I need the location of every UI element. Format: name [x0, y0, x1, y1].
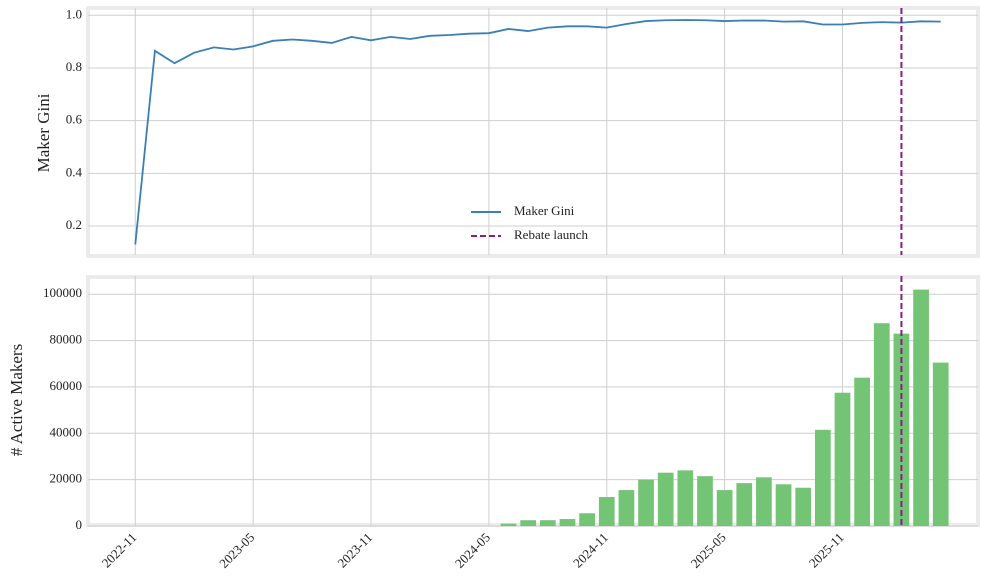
- x-tick-label: 2022-11: [99, 530, 140, 571]
- x-tick-label: 2025-05: [688, 530, 729, 571]
- bar: [913, 289, 929, 526]
- bar: [775, 484, 792, 526]
- bar: [657, 472, 674, 526]
- x-tick-label: 2024-05: [452, 530, 493, 571]
- bar: [854, 377, 870, 526]
- bar: [579, 513, 595, 526]
- x-tick-label: 2025-11: [806, 530, 847, 571]
- bar: [795, 487, 812, 526]
- x-tick-label: 2024-11: [570, 530, 611, 571]
- y-tick-label: 100000: [43, 285, 82, 300]
- bar: [756, 477, 772, 526]
- bar: [873, 323, 890, 526]
- bar: [500, 523, 517, 526]
- bar: [697, 476, 713, 526]
- y-tick-label: 1.0: [66, 6, 82, 21]
- bar: [520, 520, 537, 526]
- legend-label: Maker Gini: [514, 203, 575, 218]
- bar: [932, 362, 949, 526]
- y-tick-label: 0: [76, 517, 83, 532]
- top-panel: [86, 6, 980, 258]
- y-tick-label: 0.2: [66, 217, 82, 232]
- y-tick-label: 0.8: [66, 59, 82, 74]
- bar: [834, 392, 851, 526]
- y-axis-label: # Active Makers: [7, 344, 26, 456]
- y-tick-label: 60000: [50, 378, 83, 393]
- bar: [559, 519, 576, 526]
- data-line: [134, 19, 941, 245]
- bar: [598, 497, 615, 526]
- x-tick-label: 2023-05: [216, 530, 257, 571]
- y-tick-label: 20000: [50, 471, 83, 486]
- legend-label: Rebate launch: [514, 227, 588, 242]
- y-axis-label: Maker Gini: [34, 93, 53, 172]
- y-tick-label: 40000: [50, 424, 83, 439]
- bar: [539, 520, 556, 526]
- bar: [716, 490, 733, 526]
- y-tick-label: 0.4: [66, 164, 83, 179]
- bar: [814, 429, 831, 526]
- y-tick-label: 80000: [50, 332, 83, 347]
- bar: [736, 483, 753, 526]
- bar: [618, 490, 635, 526]
- x-tick-label: 2023-11: [334, 530, 375, 571]
- y-tick-label: 0.6: [66, 112, 83, 127]
- bar: [677, 470, 694, 526]
- bar: [638, 479, 654, 526]
